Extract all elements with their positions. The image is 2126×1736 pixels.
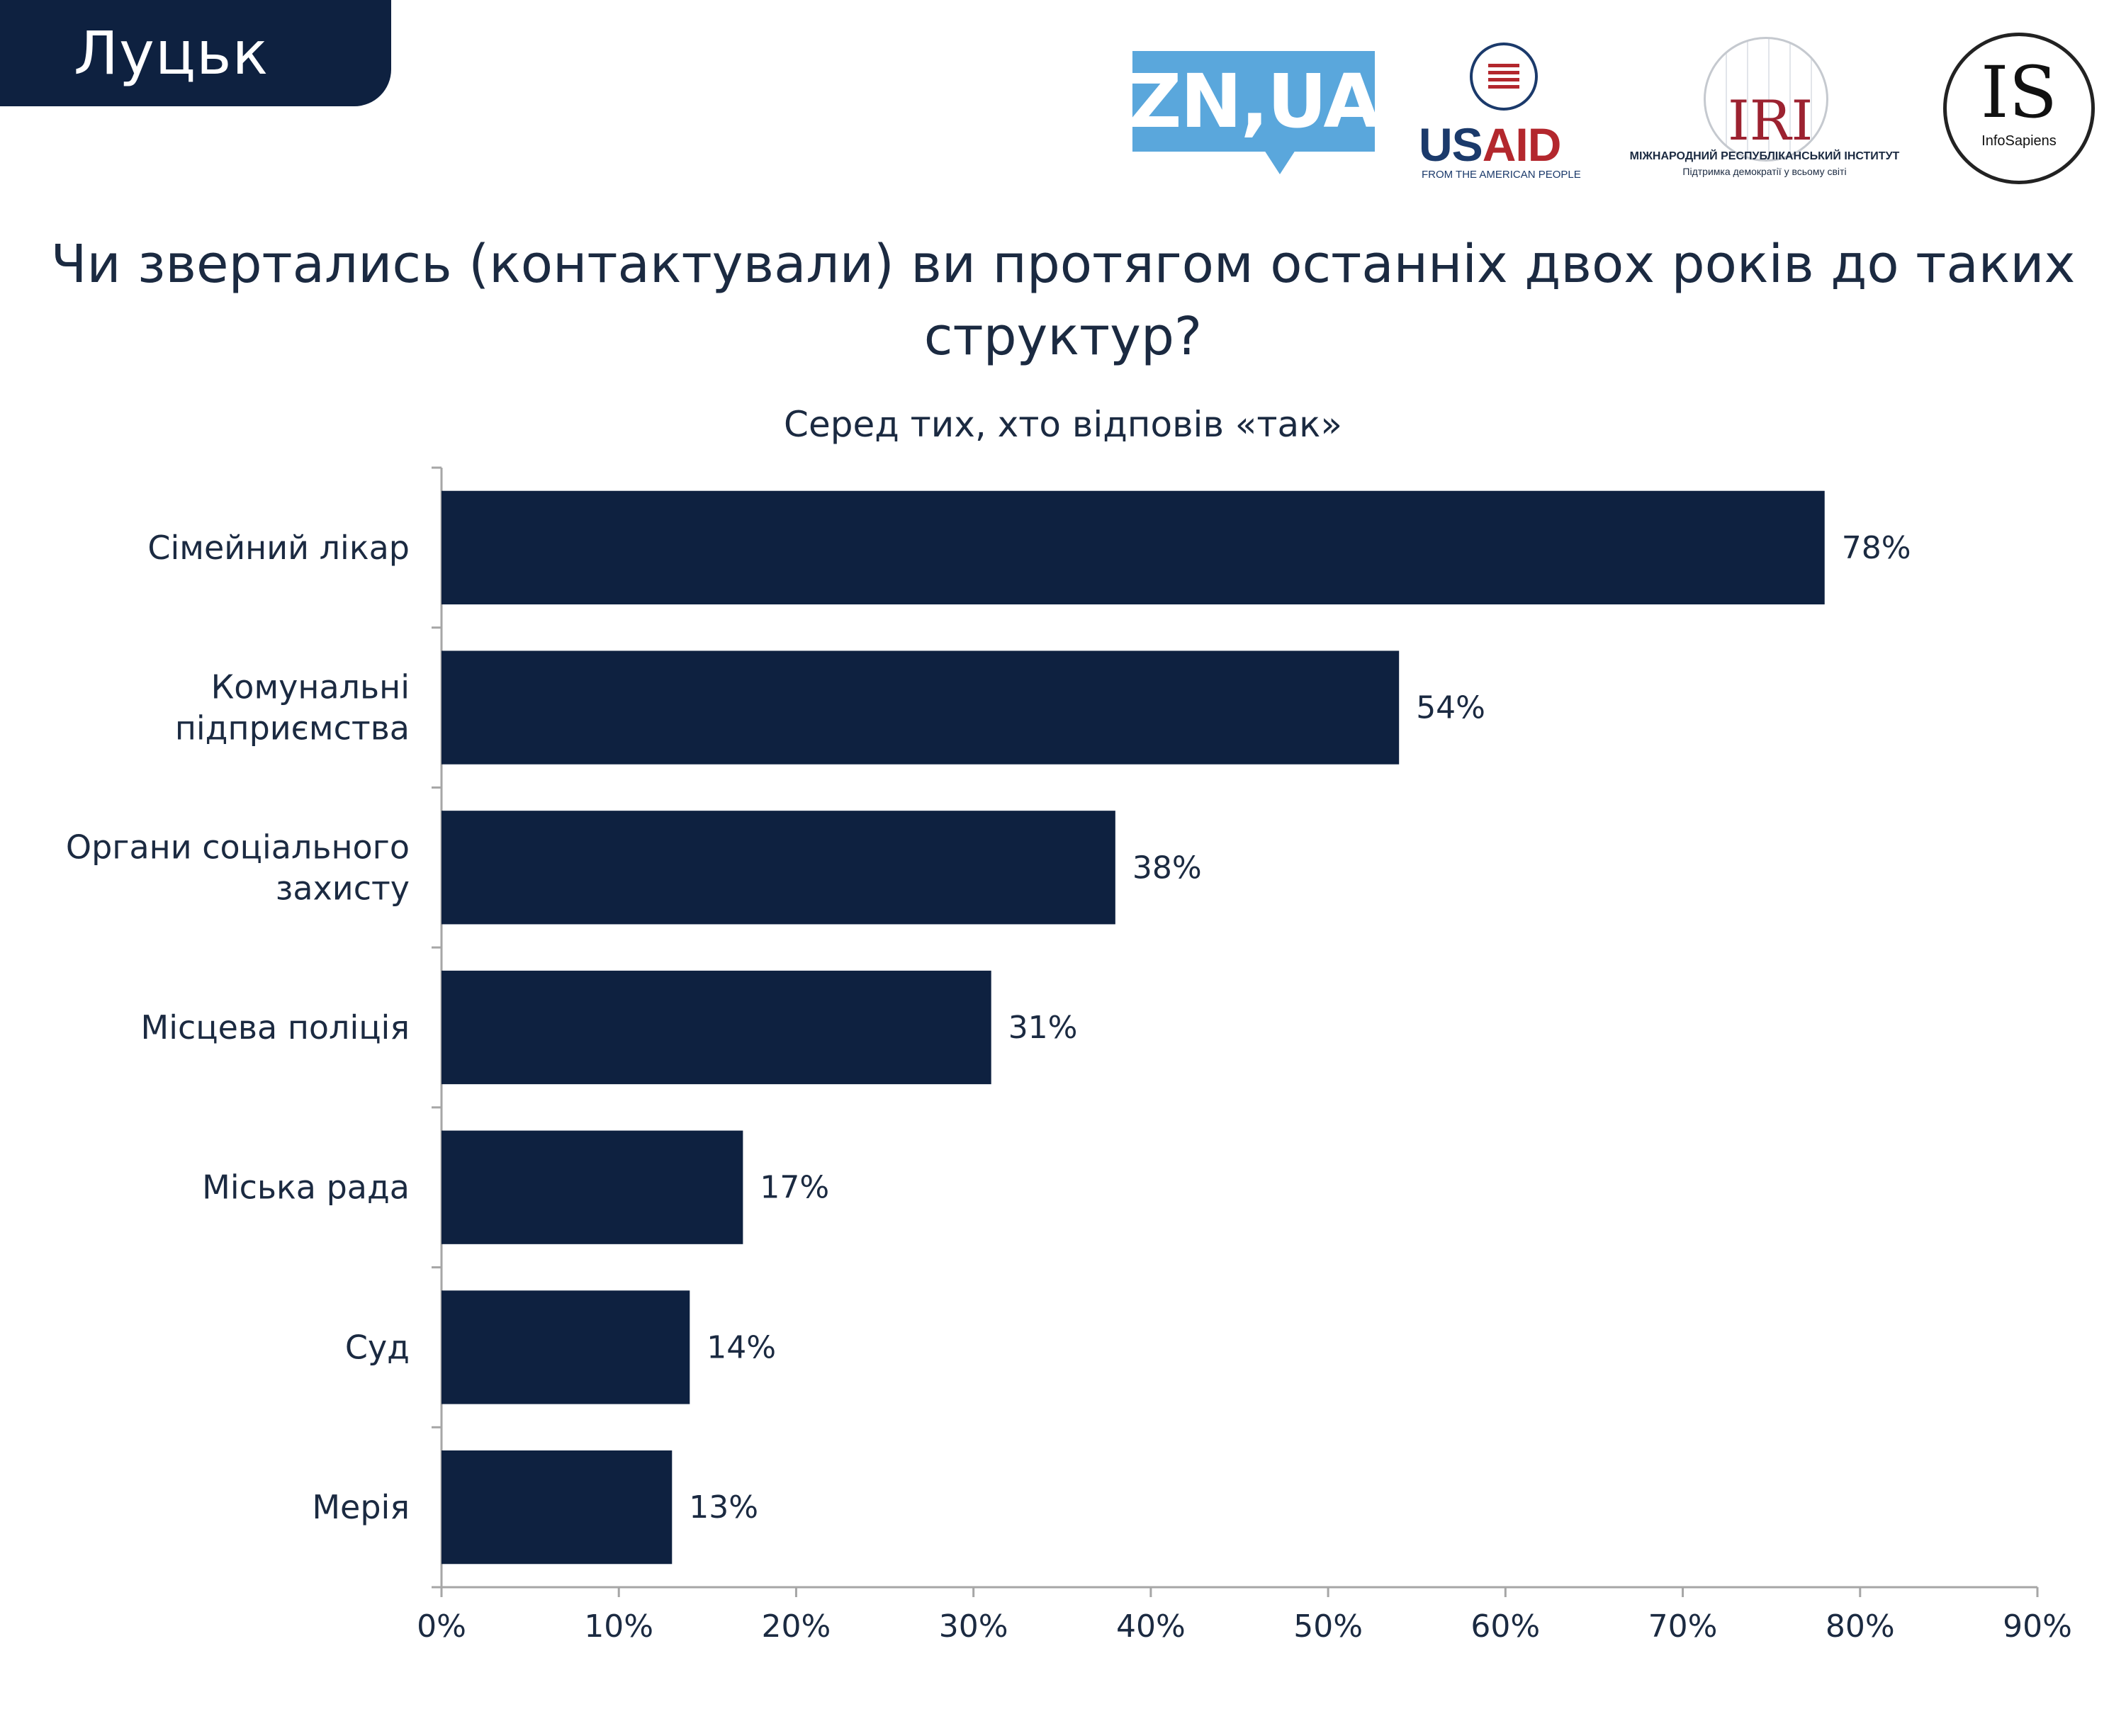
- bar-value-label: 13%: [689, 1489, 758, 1526]
- usaid-logo: USAID FROM THE AMERICAN PEOPLE: [1419, 43, 1589, 184]
- x-tick-label: 70%: [1648, 1608, 1718, 1645]
- bar-value-label: 17%: [760, 1170, 829, 1206]
- chart-title: Чи звертались (контактували) ви протягом…: [50, 234, 2076, 367]
- x-tick-label: 50%: [1293, 1608, 1363, 1645]
- infosapiens-name: InfoSapiens: [1981, 133, 2057, 149]
- x-tick-label: 80%: [1826, 1608, 1895, 1645]
- category-label: Суд: [345, 1328, 410, 1366]
- category-label: підприємства: [175, 709, 410, 748]
- bar: [441, 811, 1115, 925]
- city-name: Луцьк: [74, 18, 269, 88]
- infosapiens-letters: IS: [1980, 51, 2057, 134]
- bar-value-label: 54%: [1416, 690, 1485, 726]
- category-label: захисту: [276, 869, 410, 907]
- category-label: Сімейний лікар: [147, 529, 410, 567]
- bar: [441, 1290, 690, 1404]
- city-tab: Луцьк: [0, 0, 391, 106]
- iri-tagline: Підтримка демократії у всьому світі: [1682, 166, 1847, 177]
- x-tick-label: 30%: [939, 1608, 1008, 1645]
- x-tick-label: 90%: [2003, 1608, 2072, 1645]
- zn-ua-speech-tail: [1264, 150, 1295, 174]
- category-label: Органи соціального: [66, 828, 410, 866]
- bar-value-label: 78%: [1842, 530, 1911, 566]
- globe-icon: [1704, 37, 1828, 162]
- zn-ua-logo-text: ZN,UA: [1128, 51, 1380, 152]
- x-tick-label: 60%: [1470, 1608, 1540, 1645]
- x-tick-label: 10%: [584, 1608, 653, 1645]
- iri-name: МІЖНАРОДНИЙ РЕСПУБЛІКАНСЬКИЙ ІНСТИТУТ: [1629, 150, 1900, 162]
- iri-logo: IRI МІЖНАРОДНИЙ РЕСПУБЛІКАНСЬКИЙ ІНСТИТУ…: [1616, 33, 1913, 181]
- chart-subtitle: Серед тих, хто відповів «так»: [784, 404, 1342, 445]
- bar: [441, 970, 991, 1085]
- bar-value-label: 38%: [1132, 850, 1202, 886]
- category-label: Міська рада: [202, 1168, 410, 1207]
- zn-ua-logo: ZN,UA: [1128, 51, 1380, 174]
- bar: [441, 1130, 743, 1244]
- bar-value-label: 14%: [707, 1329, 776, 1365]
- x-tick-label: 20%: [762, 1608, 831, 1645]
- iri-wordmark: IRI: [1728, 89, 1813, 153]
- usaid-wordmark: USAID: [1419, 118, 1561, 171]
- bar: [441, 1450, 673, 1565]
- category-label: Місцева поліція: [141, 1008, 410, 1047]
- bar: [441, 650, 1400, 765]
- category-label: Комунальні: [211, 668, 410, 706]
- x-tick-label: 0%: [417, 1608, 466, 1645]
- infosapiens-logo: IS InfoSapiens: [1943, 33, 2095, 184]
- bar: [441, 490, 1825, 604]
- usaid-seal-icon: [1470, 43, 1538, 111]
- x-tick-label: 40%: [1116, 1608, 1186, 1645]
- infosapiens-circle-icon: [1943, 33, 2095, 184]
- category-label: Мерія: [312, 1488, 410, 1526]
- bar-value-label: 31%: [1008, 1010, 1078, 1046]
- usaid-tagline: FROM THE AMERICAN PEOPLE: [1422, 169, 1581, 181]
